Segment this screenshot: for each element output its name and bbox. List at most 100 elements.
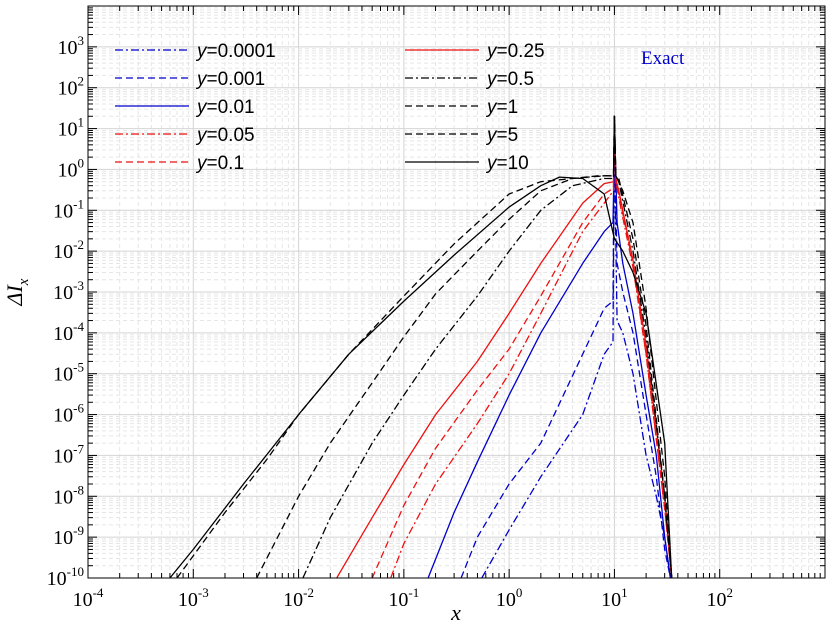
y-tick-exp: 2 [78,74,85,89]
y-tick-label: 10-3 [53,278,84,304]
legend-label-value: =1 [497,97,519,118]
x-tick-exp: -2 [303,585,314,600]
legend: y=0.0001y=0.001y=0.01y=0.05y=0.1y=0.25y=… [115,41,545,174]
y-tick-label: 10-10 [47,564,84,590]
legend-item-y=0.25: y=0.25 [405,41,545,62]
legend-label-value: =0.05 [207,125,255,146]
x-tick-exp: -1 [408,585,419,600]
y-axis-label-sub: x [16,278,32,286]
x-axis-label: x [450,600,461,624]
legend-item-y=5: y=5 [405,125,518,146]
legend-label: y=5 [485,125,518,146]
y-tick-base: 10 [53,405,73,427]
x-tick-label: 10-2 [283,585,314,611]
legend-label: y=0.0001 [195,41,276,62]
y-tick-exp: -1 [73,196,84,211]
y-tick-label: 10-7 [53,441,84,467]
x-axis: 10-4 10-3 10-2 10-1 100 101 102 [73,6,826,611]
legend-label-var: y [485,97,498,118]
y-tick-exp: -2 [73,237,84,252]
y-tick-base: 10 [53,364,73,386]
y-tick-exp: 3 [78,33,85,48]
y-tick-exp: -9 [73,523,84,538]
y-tick-base: 10 [58,119,78,141]
legend-label: y=0.25 [485,41,545,62]
y-axis-label: ΔIx [2,278,32,306]
y-tick-label: 101 [58,115,85,141]
series-layer [169,115,673,578]
x-tick-label: 101 [601,585,628,611]
x-tick-exp: 1 [621,585,628,600]
legend-label-value: =0.5 [497,69,535,90]
legend-label-var: y [195,69,208,90]
y-axis: 10-1010-910-810-710-610-510-410-310-210-… [47,5,825,590]
y-tick-base: 10 [53,323,73,345]
legend-label-value: =0.01 [207,97,255,118]
y-tick-base: 10 [53,486,73,508]
y-tick-base: 10 [47,568,67,590]
legend-item-y=0.05: y=0.05 [115,125,255,146]
legend-label-value: =0.25 [497,41,545,62]
legend-label-value: =0.1 [207,153,245,174]
y-tick-label: 10-6 [53,401,84,427]
annotation-exact: Exact [641,48,685,69]
legend-item-y=0.1: y=0.1 [115,153,244,174]
legend-item-y=0.5: y=0.5 [405,69,534,90]
y-tick-label: 100 [58,155,85,181]
y-tick-exp: 1 [78,115,85,130]
series-line-y=0.25 [336,115,673,578]
y-tick-base: 10 [53,282,73,304]
x-tick-exp: -4 [93,585,104,600]
y-tick-label: 10-4 [53,319,84,345]
y-tick-exp: -4 [73,319,84,334]
legend-label-var: y [485,69,498,90]
legend-item-y=1: y=1 [405,97,518,118]
legend-label: y=0.5 [485,69,534,90]
legend-label-value: =5 [497,125,519,146]
legend-label: y=1 [485,97,518,118]
legend-item-y=0.01: y=0.01 [115,97,255,118]
y-tick-label: 103 [58,33,85,59]
x-tick-exp: 0 [516,585,523,600]
legend-label: y=10 [485,153,529,174]
legend-item-y=0.0001: y=0.0001 [115,41,276,62]
x-tick-label: 10-3 [178,585,209,611]
y-tick-exp: -3 [73,278,84,293]
y-tick-exp: -8 [73,482,84,497]
legend-label-value: =0.0001 [207,41,276,62]
legend-label-var: y [485,41,498,62]
x-tick-label: 102 [706,585,733,611]
x-tick-label: 100 [496,585,522,611]
y-tick-label: 10-2 [53,237,84,263]
legend-item-y=10: y=10 [405,153,529,174]
y-tick-label: 10-9 [53,523,84,549]
series-line-y=10 [169,176,673,578]
y-tick-exp: 0 [78,155,85,170]
x-tick-base: 10 [178,589,198,611]
y-tick-label: 102 [58,74,85,100]
x-tick-base: 10 [496,589,516,611]
legend-label-value: =0.001 [207,69,266,90]
y-axis-label-main: ΔI [2,284,27,307]
x-tick-base: 10 [388,589,408,611]
legend-label-var: y [195,97,208,118]
y-tick-base: 10 [53,241,73,263]
legend-item-y=0.001: y=0.001 [115,69,265,90]
series-line-y=0.1 [371,115,673,578]
y-tick-base: 10 [53,445,73,467]
legend-label: y=0.001 [195,69,265,90]
x-tick-base: 10 [706,589,726,611]
x-tick-label: 10-1 [388,585,419,611]
legend-label: y=0.01 [195,97,255,118]
y-axis-label-group: ΔIx [2,278,32,306]
grid [88,6,825,578]
series-line-y=0.0001 [481,115,672,578]
y-tick-base: 10 [58,37,78,59]
y-tick-base: 10 [53,200,73,222]
legend-label: y=0.05 [195,125,255,146]
y-tick-base: 10 [58,159,78,181]
legend-label-var: y [485,125,498,146]
legend-label: y=0.1 [195,153,244,174]
